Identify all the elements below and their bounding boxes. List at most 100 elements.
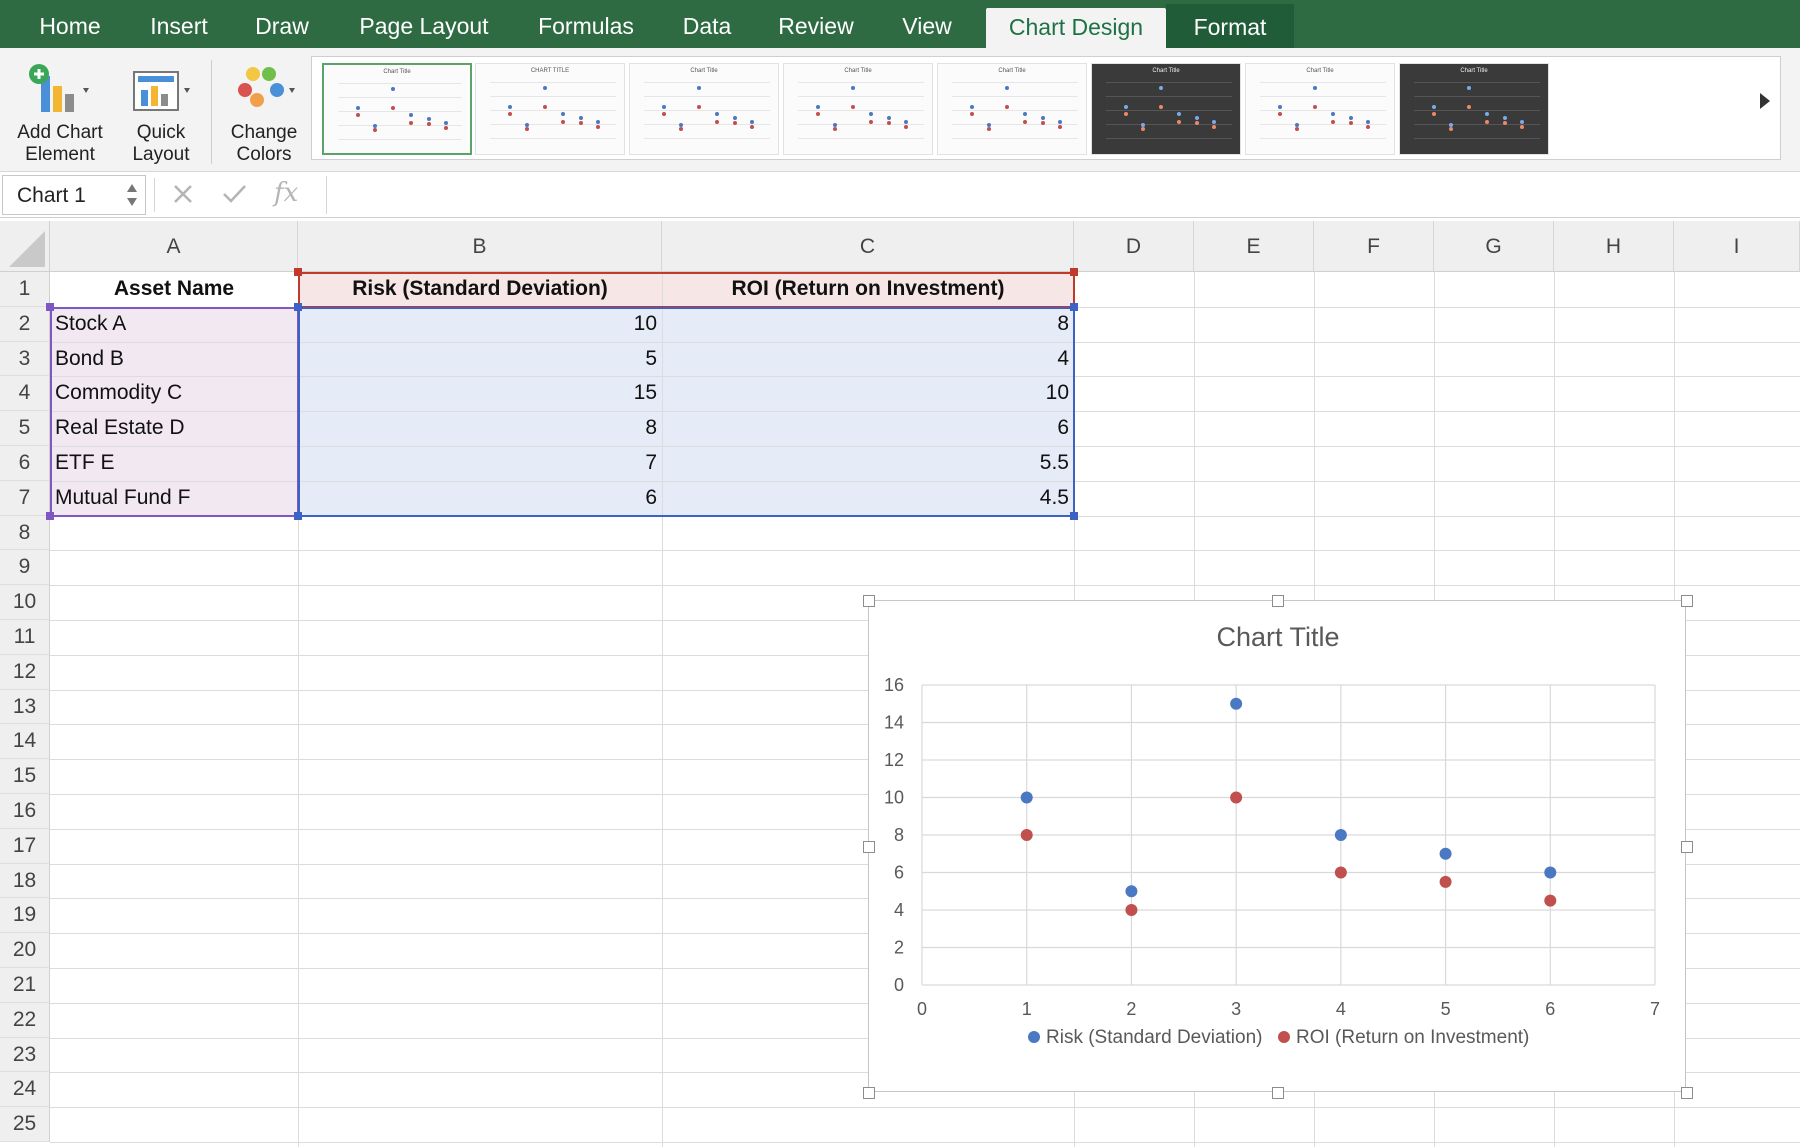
- chart-title[interactable]: Chart Title: [1216, 622, 1339, 652]
- table-cell[interactable]: 5.5: [1039, 451, 1069, 474]
- row-header-19[interactable]: 19: [0, 898, 50, 934]
- row-header-24[interactable]: 24: [0, 1072, 50, 1108]
- tab-format[interactable]: Format: [1166, 4, 1294, 48]
- column-header-a[interactable]: A: [50, 221, 298, 272]
- table-cell[interactable]: 6: [1057, 416, 1069, 440]
- header-cell-a[interactable]: Asset Name: [113, 277, 235, 300]
- row-header-10[interactable]: 10: [0, 585, 50, 620]
- data-point-roi[interactable]: [1439, 875, 1452, 888]
- range-handle[interactable]: [1070, 268, 1078, 276]
- tab-review[interactable]: Review: [778, 13, 854, 39]
- enter-check-icon[interactable]: [220, 178, 248, 208]
- chart-style-thumbnail[interactable]: Chart Title: [629, 63, 779, 155]
- data-point-risk[interactable]: [1334, 829, 1347, 841]
- table-cell[interactable]: 7: [645, 451, 657, 474]
- row-header-18[interactable]: 18: [0, 863, 50, 899]
- range-handle[interactable]: [1070, 302, 1078, 311]
- data-point-risk[interactable]: [1439, 847, 1452, 860]
- legend-entry[interactable]: Risk (Standard Deviation): [1046, 1027, 1262, 1048]
- table-cell[interactable]: ETF E: [55, 451, 115, 474]
- chart-resize-handle[interactable]: [1272, 1087, 1284, 1099]
- range-handle[interactable]: [294, 302, 302, 311]
- name-box[interactable]: Chart 1: [2, 175, 146, 215]
- chart-style-thumbnail[interactable]: Chart Title: [322, 63, 472, 155]
- table-cell[interactable]: Mutual Fund F: [55, 485, 191, 509]
- chart-resize-handle[interactable]: [1681, 1087, 1693, 1099]
- column-header-e[interactable]: E: [1194, 221, 1314, 272]
- row-header-11[interactable]: 11: [0, 620, 50, 655]
- row-header-4[interactable]: 4: [0, 376, 50, 412]
- chart-style-thumbnail[interactable]: Chart Title: [1245, 63, 1395, 155]
- range-handle[interactable]: [1070, 511, 1078, 520]
- table-cell[interactable]: 5: [645, 346, 657, 370]
- row-header-9[interactable]: 9: [0, 550, 50, 586]
- table-cell[interactable]: 8: [1057, 311, 1069, 335]
- tab-data[interactable]: Data: [682, 13, 732, 39]
- quick-layout-button[interactable]: Quick Layout: [118, 48, 204, 172]
- row-header-5[interactable]: 5: [0, 411, 50, 446]
- table-cell[interactable]: 15: [633, 381, 657, 405]
- select-all-corner[interactable]: [0, 221, 50, 272]
- table-cell[interactable]: Stock A: [55, 311, 127, 335]
- data-point-risk[interactable]: [1230, 697, 1243, 710]
- column-header-b[interactable]: B: [298, 221, 662, 272]
- chart-resize-handle[interactable]: [863, 595, 875, 607]
- row-header-8[interactable]: 8: [0, 515, 50, 551]
- data-point-roi[interactable]: [1230, 791, 1243, 804]
- function-fx-icon[interactable]: fx: [274, 178, 299, 208]
- row-header-25[interactable]: 25: [0, 1107, 50, 1142]
- range-handle[interactable]: [294, 268, 302, 276]
- data-point-roi[interactable]: [1125, 904, 1138, 916]
- name-box-stepper-icon[interactable]: [125, 180, 139, 210]
- table-cell[interactable]: 6: [645, 485, 657, 509]
- tab-view[interactable]: View: [902, 13, 952, 39]
- data-point-roi[interactable]: [1334, 866, 1347, 879]
- row-header-20[interactable]: 20: [0, 933, 50, 968]
- data-point-risk[interactable]: [1125, 885, 1138, 898]
- data-point-risk[interactable]: [1020, 791, 1033, 804]
- chart-resize-handle[interactable]: [1272, 595, 1284, 607]
- chart-resize-handle[interactable]: [863, 841, 875, 853]
- change-colors-button[interactable]: Change Colors: [218, 48, 310, 172]
- column-header-g[interactable]: G: [1434, 221, 1554, 272]
- row-header-14[interactable]: 14: [0, 724, 50, 760]
- row-header-21[interactable]: 21: [0, 968, 50, 1003]
- table-cell[interactable]: 4.5: [1039, 485, 1069, 509]
- gallery-next-icon[interactable]: [1760, 93, 1770, 109]
- range-handle[interactable]: [46, 302, 54, 311]
- table-cell[interactable]: Bond B: [55, 346, 124, 370]
- row-header-17[interactable]: 17: [0, 828, 50, 864]
- row-header-1[interactable]: 1: [0, 272, 50, 307]
- chart-style-thumbnail[interactable]: Chart Title: [937, 63, 1087, 155]
- header-cell-b[interactable]: Risk (Standard Deviation): [352, 277, 608, 300]
- tab-page-layout[interactable]: Page Layout: [359, 13, 489, 39]
- formula-input[interactable]: [326, 176, 1796, 214]
- row-header-2[interactable]: 2: [0, 306, 50, 342]
- row-header-13[interactable]: 13: [0, 689, 50, 725]
- column-header-c[interactable]: C: [662, 221, 1074, 272]
- range-handle[interactable]: [294, 511, 302, 520]
- column-header-d[interactable]: D: [1074, 221, 1194, 272]
- chart-style-thumbnail[interactable]: Chart Title: [1399, 63, 1549, 155]
- chart-resize-handle[interactable]: [1681, 841, 1693, 853]
- table-cell[interactable]: 4: [1057, 346, 1069, 370]
- tab-home[interactable]: Home: [39, 13, 101, 39]
- table-cell[interactable]: 8: [645, 416, 657, 440]
- table-cell[interactable]: Real Estate D: [55, 416, 185, 440]
- table-cell[interactable]: 10: [1045, 381, 1069, 405]
- column-header-i[interactable]: I: [1674, 221, 1800, 272]
- tab-insert[interactable]: Insert: [150, 13, 208, 39]
- chart-resize-handle[interactable]: [1681, 595, 1693, 607]
- table-cell[interactable]: 10: [633, 311, 657, 335]
- legend-entry[interactable]: ROI (Return on Investment): [1296, 1027, 1529, 1048]
- row-header-7[interactable]: 7: [0, 480, 50, 516]
- scatter-chart[interactable]: Chart Title 0 2 4 6 8 10 12 14 16 0 1 2 3 4 5 6 7 Risk (St…: [863, 595, 1693, 1099]
- row-header-15[interactable]: 15: [0, 759, 50, 794]
- row-header-6[interactable]: 6: [0, 446, 50, 481]
- tab-draw[interactable]: Draw: [255, 13, 309, 39]
- tab-chart-design[interactable]: Chart Design: [986, 8, 1166, 48]
- row-header-22[interactable]: 22: [0, 1002, 50, 1038]
- row-header-12[interactable]: 12: [0, 654, 50, 690]
- chart-style-thumbnail[interactable]: Chart Title: [783, 63, 933, 155]
- range-handle[interactable]: [46, 511, 54, 520]
